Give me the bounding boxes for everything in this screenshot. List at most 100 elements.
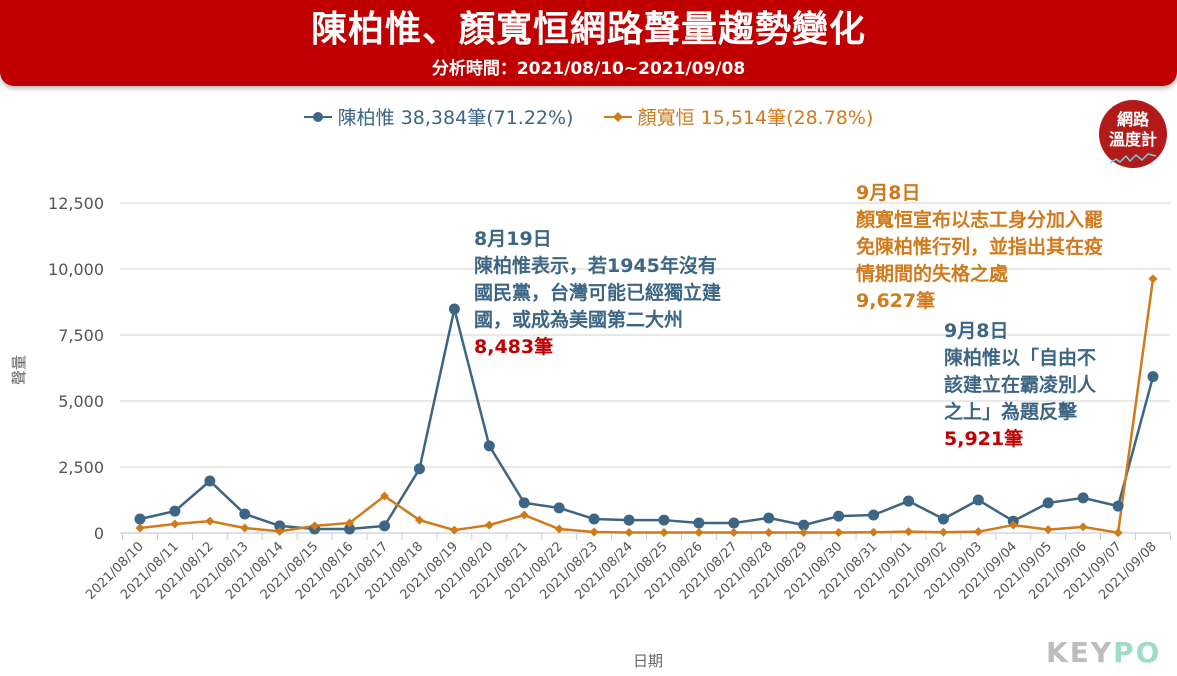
annotation-value: 9,627筆 — [856, 290, 936, 312]
legend-label: 陳柏惟 38,384筆(71.22%) — [337, 107, 574, 129]
chart-title: 陳柏惟、顏寬恒網路聲量趨勢變化 — [310, 9, 866, 50]
data-point — [205, 516, 215, 526]
data-point — [448, 303, 460, 315]
data-point — [240, 523, 250, 533]
data-point — [239, 508, 251, 520]
data-point — [903, 527, 913, 537]
y-tick-label: 7,500 — [58, 326, 104, 345]
data-point — [1148, 274, 1158, 284]
data-point — [379, 520, 391, 532]
series-line-1 — [139, 308, 1155, 531]
legend-label: 顏寬恒 15,514筆(28.78%) — [637, 107, 874, 129]
legend-circle-marker-icon — [303, 112, 332, 122]
network-thermometer-logo: 網路 溫度計 — [1099, 100, 1167, 168]
annotation-aug19: 8月19日 陳柏惟表示，若1945年沒有 國民黨，台灣可能已經獨立建 國，或成為… — [474, 226, 721, 361]
annotation-text: 情期間的失格之處 — [856, 263, 1009, 285]
series-line-2 — [139, 278, 1155, 535]
annotation-text: 顏寬恒宣布以志工身分加入罷 — [856, 209, 1104, 231]
legend: 陳柏惟 38,384筆(71.22%) 顏寬恒 15,514筆(28.78%) — [0, 103, 1177, 130]
data-point — [763, 512, 775, 524]
data-point — [869, 527, 879, 537]
data-point — [589, 527, 599, 537]
data-point — [414, 515, 424, 525]
data-point — [170, 519, 180, 529]
data-point — [345, 518, 355, 528]
legend-diamond-marker-icon — [603, 112, 632, 122]
data-point — [624, 527, 634, 537]
data-point — [799, 527, 809, 537]
data-point — [764, 527, 774, 537]
annotation-text: 國民黨，台灣可能已經獨立建 — [474, 282, 722, 304]
data-point — [1147, 371, 1159, 383]
y-tick-label: 0 — [94, 524, 104, 543]
title-banner: 陳柏惟、顏寬恒網路聲量趨勢變化 分析時間：2021/08/10~2021/09/… — [0, 0, 1177, 86]
data-point — [658, 514, 670, 526]
data-point — [693, 517, 705, 529]
data-point — [519, 510, 529, 520]
annotation-date: 8月19日 — [474, 228, 552, 250]
data-point — [938, 527, 948, 537]
y-tick-label: 10,000 — [48, 260, 104, 279]
annotation-date: 9月8日 — [856, 182, 921, 204]
data-point — [1043, 525, 1053, 535]
data-point — [204, 475, 216, 487]
annotation-value: 8,483筆 — [474, 336, 554, 358]
legend-item-yen: 顏寬恒 15,514筆(28.78%) — [603, 107, 874, 129]
data-point — [483, 440, 495, 452]
data-point — [380, 491, 390, 501]
data-point — [972, 494, 984, 506]
y-tick-label: 5,000 — [58, 392, 104, 411]
data-point — [274, 520, 286, 532]
x-axis-label: 日期 — [633, 652, 663, 670]
data-point — [169, 505, 181, 517]
keypo-logo: KEYPO — [1046, 636, 1161, 669]
annotation-value: 5,921筆 — [944, 428, 1024, 450]
data-point — [275, 526, 285, 536]
data-point — [798, 519, 810, 531]
data-point — [588, 513, 600, 525]
data-point — [1113, 528, 1123, 538]
data-point — [728, 517, 740, 529]
data-point — [1042, 497, 1054, 509]
chart-subtitle: 分析時間：2021/08/10~2021/09/08 — [431, 59, 746, 79]
data-point — [937, 513, 949, 525]
data-point — [484, 520, 494, 530]
data-point — [694, 527, 704, 537]
data-point — [1112, 500, 1124, 512]
data-point — [623, 514, 635, 526]
y-tick-label: 2,500 — [58, 458, 104, 477]
data-point — [1078, 522, 1088, 532]
y-tick-label: 12,500 — [48, 194, 104, 213]
data-point — [729, 527, 739, 537]
annotation-text: 國，或成為美國第二大州 — [474, 309, 684, 331]
annotation-text: 陳柏惟以「自由不 — [944, 347, 1097, 369]
logo-key: KEY — [1046, 636, 1114, 669]
legend-item-chen: 陳柏惟 38,384筆(71.22%) — [303, 107, 574, 129]
data-point — [518, 497, 530, 509]
data-point — [1008, 520, 1018, 530]
annotation-text: 免陳柏惟行列，並指出其在疫 — [856, 236, 1104, 258]
annotation-sep8-yen: 9月8日 顏寬恒宣布以志工身分加入罷 免陳柏惟行列，並指出其在疫 情期間的失格之… — [856, 180, 1103, 315]
data-point — [659, 527, 669, 537]
logo-po: PO — [1113, 636, 1162, 669]
data-point — [135, 523, 145, 533]
data-point — [973, 527, 983, 537]
y-axis-label: 聲量 — [10, 355, 28, 385]
data-point — [902, 495, 914, 507]
data-point — [1077, 492, 1089, 504]
badge-line2: 溫度計 — [1108, 130, 1157, 149]
data-point — [553, 502, 565, 514]
annotation-text: 之上」為題反擊 — [944, 401, 1078, 423]
wave-icon — [1109, 153, 1157, 164]
data-point — [413, 463, 425, 475]
annotation-sep8-chen: 9月8日 陳柏惟以「自由不 該建立在霸凌別人 之上」為題反擊 5,921筆 — [944, 318, 1096, 453]
data-point — [310, 521, 320, 531]
data-point — [134, 513, 146, 525]
data-point — [834, 527, 844, 537]
data-point — [868, 509, 880, 521]
annotation-text: 該建立在霸凌別人 — [944, 374, 1097, 396]
data-point — [554, 524, 564, 534]
badge-line1: 網路 — [1116, 110, 1149, 129]
data-point — [449, 525, 459, 535]
